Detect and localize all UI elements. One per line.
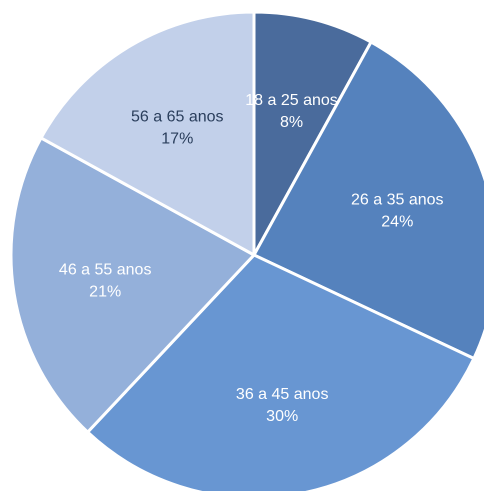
- slice-data-label: 46 a 55 anos 21%: [59, 262, 152, 301]
- slice-category-label: 26 a 35 anos: [351, 191, 444, 208]
- slice-percent-label: 30%: [266, 408, 298, 425]
- pie-slice: [9, 136, 256, 434]
- pie-slices: [9, 10, 484, 491]
- slice-percent-label: 21%: [89, 284, 121, 301]
- slice-category-label: 46 a 55 anos: [59, 262, 152, 279]
- slice-category-label: 36 a 45 anos: [236, 386, 329, 403]
- slice-category-label: 18 a 25 anos: [245, 92, 338, 109]
- pie-slice: [252, 10, 373, 257]
- slice-data-label: 36 a 45 anos 30%: [236, 386, 329, 425]
- slice-percent-label: 17%: [161, 130, 193, 147]
- pie-slice: [86, 253, 476, 491]
- slice-percent-label: 8%: [280, 114, 303, 131]
- slice-data-label: 18 a 25 anos 8%: [245, 92, 338, 131]
- slice-category-label: 56 a 65 anos: [131, 108, 224, 125]
- slice-percent-label: 24%: [381, 213, 413, 230]
- slice-data-label: 56 a 65 anos 17%: [131, 108, 224, 147]
- pie-labels: 18 a 25 anos 8% 26 a 35 anos 24% 36 a 45 ano…: [59, 92, 444, 425]
- pie-slice: [252, 40, 484, 360]
- slice-data-label: 26 a 35 anos 24%: [351, 191, 444, 230]
- pie-slice: [39, 10, 256, 257]
